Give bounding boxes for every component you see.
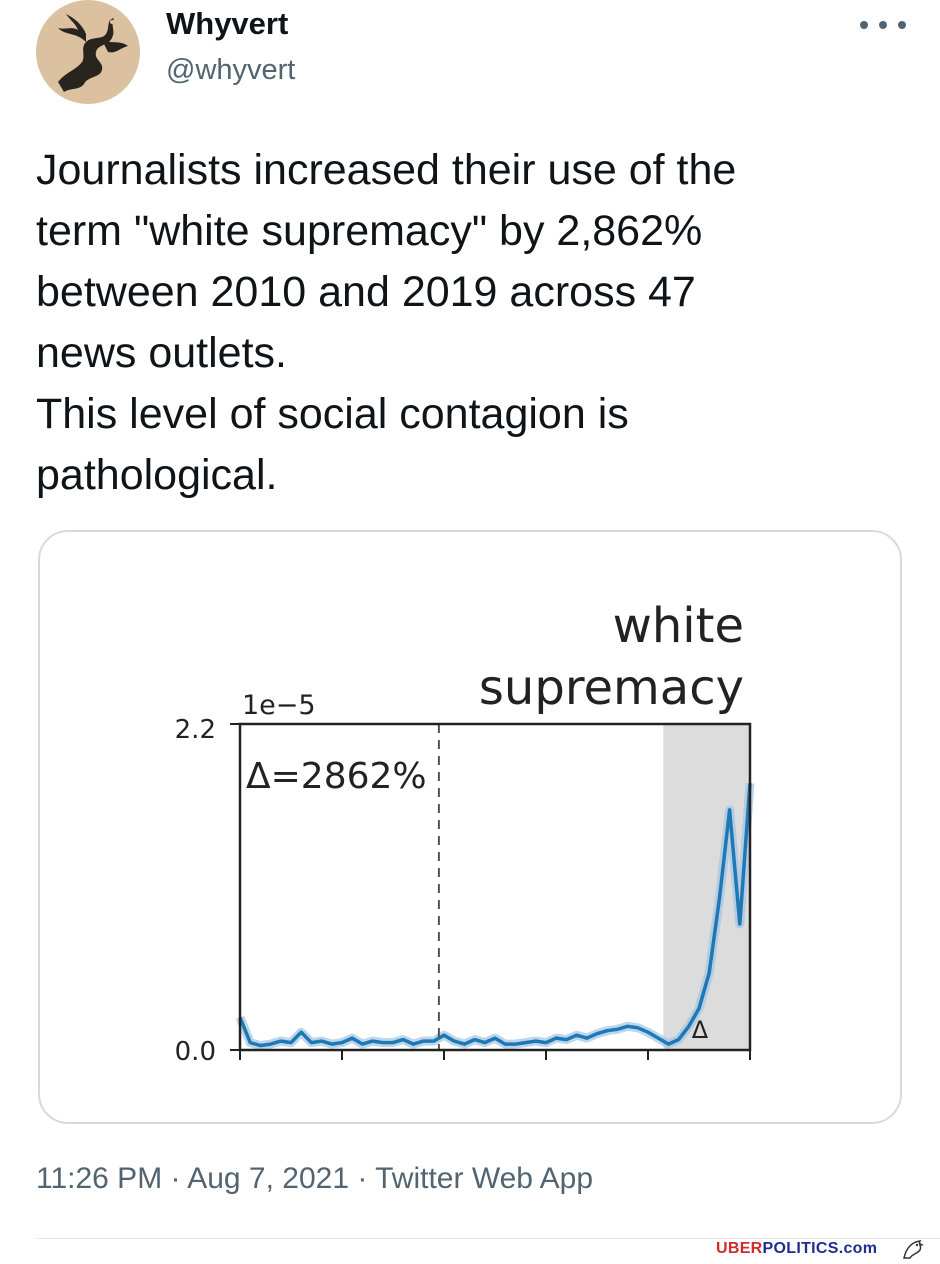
more-dot [898,21,906,29]
delta-marker: Δ [692,1016,709,1044]
tweet-line: This level of social contagion is [36,390,629,438]
watermark-part: UBER [716,1240,763,1257]
y-tick-label: 2.2 [175,715,216,745]
watermark-part: .com [838,1240,878,1257]
chart-title-line: white [613,598,744,654]
dragon-illustration-icon [58,14,128,92]
tweet-line: between 2010 and 2019 across 47 [36,268,696,316]
display-name[interactable]: Whyvert [166,6,289,41]
tweet-time[interactable]: 11:26 PM [36,1162,163,1195]
more-options-icon[interactable] [860,12,906,38]
tweet-line: news outlets. [36,329,287,377]
scale-label: 1e−5 [242,690,316,721]
tweet-metadata: 11:26 PM · Aug 7, 2021 · Twitter Web App [36,1162,593,1196]
tweet-media-image[interactable]: white supremacy 1e−5 2.2 0.0 Δ=2862% Δ [38,530,902,1124]
tweet-line: term "white supremacy" by 2,862% [36,207,703,255]
chart-title-line: supremacy [479,660,744,716]
watermark-part: POLITICS [762,1240,839,1257]
eagle-mascot-icon [903,1240,924,1259]
site-watermark: UBERPOLITICS.com [716,1240,877,1258]
more-dot [879,21,887,29]
meta-separator: · [162,1162,188,1195]
y-tick-label: 0.0 [175,1037,216,1067]
meta-separator: · [349,1162,376,1195]
delta-annotation: Δ=2862% [246,756,427,797]
tweet-line: Journalists increased their use of the [36,146,737,194]
series-line [238,783,752,1048]
avatar[interactable] [36,0,140,104]
tweet-source[interactable]: Twitter Web App [375,1162,594,1195]
line-chart: white supremacy 1e−5 2.2 0.0 Δ=2862% Δ [175,598,755,1067]
plot-frame [238,722,752,1052]
tweet-date[interactable]: Aug 7, 2021 [187,1162,350,1195]
tweet-line: pathological. [36,451,278,499]
user-handle[interactable]: @whyvert [166,54,296,86]
divider [36,1238,940,1239]
more-dot [860,21,868,29]
tweet-text: Journalists increased their use of the t… [36,140,916,506]
